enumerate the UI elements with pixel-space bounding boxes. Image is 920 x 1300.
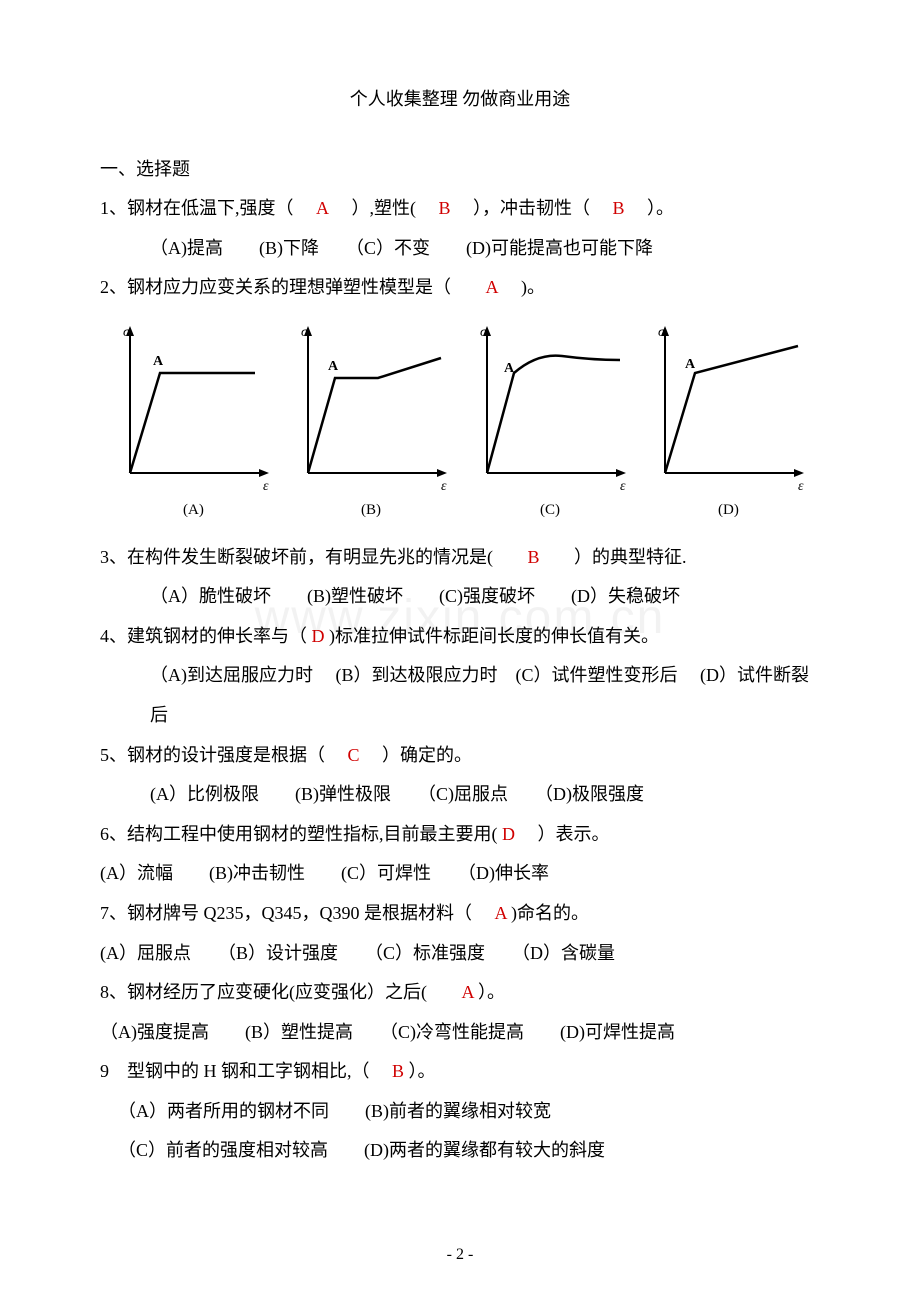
figure-a: σ A ε (A) — [105, 318, 280, 533]
q4-suffix: )标准拉伸试件标距间长度的伸长值有关。 — [329, 626, 659, 646]
point-label-d: A — [685, 357, 696, 372]
q1-mid1: ）,塑性( — [352, 198, 417, 218]
q1-mid2: ），冲击韧性（ — [473, 198, 590, 218]
fig-label-c: (C) — [540, 502, 560, 518]
point-label-b: A — [328, 359, 339, 374]
question-1: 1、钢材在低温下,强度（ A ）,塑性( B ），冲击韧性（ B ）。 — [100, 189, 820, 229]
q1-ans2: B — [439, 198, 451, 218]
question-4: 4、建筑钢材的伸长率与（ D )标准拉伸试件标距间长度的伸长值有关。 — [100, 617, 820, 657]
axis-x-label: ε — [620, 479, 626, 494]
q9-ans: B — [392, 1061, 404, 1081]
q5-ans: C — [348, 745, 360, 765]
q4-text: 4、建筑钢材的伸长率与（ — [100, 626, 307, 646]
q1-ans1: A — [316, 198, 329, 218]
q9-suffix: ）。 — [409, 1061, 436, 1081]
q6-ans: D — [502, 824, 515, 844]
q5-suffix: ）确定的。 — [382, 745, 472, 765]
point-label-a: A — [153, 354, 164, 369]
axis-x-label: ε — [263, 479, 269, 494]
q9-text: 9 型钢中的 H 钢和工字钢相比,（ — [100, 1061, 370, 1081]
q5-text: 5、钢材的设计强度是根据（ — [100, 745, 325, 765]
page-header: 个人收集整理 勿做商业用途 — [100, 80, 820, 120]
q7-options: (A）屈服点 （B）设计强度 （C）标准强度 （D）含碳量 — [100, 934, 820, 974]
axis-x-label: ε — [441, 479, 447, 494]
q7-ans: A — [495, 903, 507, 923]
axis-x-label: ε — [798, 479, 804, 494]
q9-options-1: （A）两者所用的钢材不同 (B)前者的翼缘相对较宽 — [100, 1092, 820, 1132]
q6-suffix: ）表示。 — [520, 824, 610, 844]
q3-text: 3、在构件发生断裂破坏前，有明显先兆的情况是( — [100, 547, 493, 567]
figure-d: σ A ε (D) — [640, 318, 815, 533]
q7-suffix: )命名的。 — [511, 903, 589, 923]
page-number: - 2 - — [0, 1237, 920, 1272]
q1-options: （A)提高 (B)下降 （C）不变 (D)可能提高也可能下降 — [100, 229, 820, 269]
q3-options: （A）脆性破坏 (B)塑性破坏 (C)强度破坏 (D）失稳破坏 — [100, 577, 820, 617]
q6-options: (A）流幅 (B)冲击韧性 (C）可焊性 （D)伸长率 — [100, 854, 820, 894]
point-label-c: A — [504, 361, 515, 376]
q3-suffix: ）的典型特征. — [574, 547, 687, 567]
q1-suffix: ）。 — [647, 198, 674, 218]
figure-b: σ A ε (B) — [283, 318, 458, 533]
figure-c: σ A ε (C) — [462, 318, 637, 533]
q2-suffix: )。 — [521, 277, 545, 297]
q2-ans: A — [486, 277, 499, 297]
q8-suffix: ）。 — [478, 982, 505, 1002]
q1-ans3: B — [613, 198, 625, 218]
q3-ans: B — [528, 547, 540, 567]
question-2: 2、钢材应力应变关系的理想弹塑性模型是（ A )。 — [100, 268, 820, 308]
content-body: 一、选择题 1、钢材在低温下,强度（ A ）,塑性( B ），冲击韧性（ B ）… — [100, 150, 820, 1171]
q8-text: 8、钢材经历了应变硬化(应变强化）之后( — [100, 982, 427, 1002]
q7-text: 7、钢材牌号 Q235，Q345，Q390 是根据材料（ — [100, 903, 472, 923]
question-6: 6、结构工程中使用钢材的塑性指标,目前最主要用( D ）表示。 — [100, 815, 820, 855]
q2-text: 2、钢材应力应变关系的理想弹塑性模型是（ — [100, 277, 451, 297]
question-5: 5、钢材的设计强度是根据（ C ）确定的。 — [100, 736, 820, 776]
question-9: 9 型钢中的 H 钢和工字钢相比,（ B ）。 — [100, 1052, 820, 1092]
fig-label-d: (D) — [718, 502, 739, 518]
q6-text: 6、结构工程中使用钢材的塑性指标,目前最主要用( — [100, 824, 498, 844]
q5-options: (A）比例极限 (B)弹性极限 （C)屈服点 （D)极限强度 — [100, 775, 820, 815]
q8-options: （A)强度提高 (B）塑性提高 （C)冷弯性能提高 (D)可焊性提高 — [100, 1013, 820, 1053]
q8-ans: A — [462, 982, 474, 1002]
section-title: 一、选择题 — [100, 150, 820, 190]
q9-options-2: （C）前者的强度相对较高 (D)两者的翼缘都有较大的斜度 — [100, 1131, 820, 1171]
fig-label-a: (A) — [183, 502, 204, 518]
q4-options: （A)到达屈服应力时 (B）到达极限应力时 (C）试件塑性变形后 (D）试件断裂… — [100, 656, 820, 735]
q4-ans: D — [312, 626, 325, 646]
fig-label-b: (B) — [361, 502, 381, 518]
figures-row: σ A ε (A) σ A ε (B) — [100, 308, 820, 538]
question-3: 3、在构件发生断裂破坏前，有明显先兆的情况是( B ）的典型特征. — [100, 538, 820, 578]
q1-text: 1、钢材在低温下,强度（ — [100, 198, 294, 218]
question-8: 8、钢材经历了应变硬化(应变强化）之后( A ）。 — [100, 973, 820, 1013]
question-7: 7、钢材牌号 Q235，Q345，Q390 是根据材料（ A )命名的。 — [100, 894, 820, 934]
